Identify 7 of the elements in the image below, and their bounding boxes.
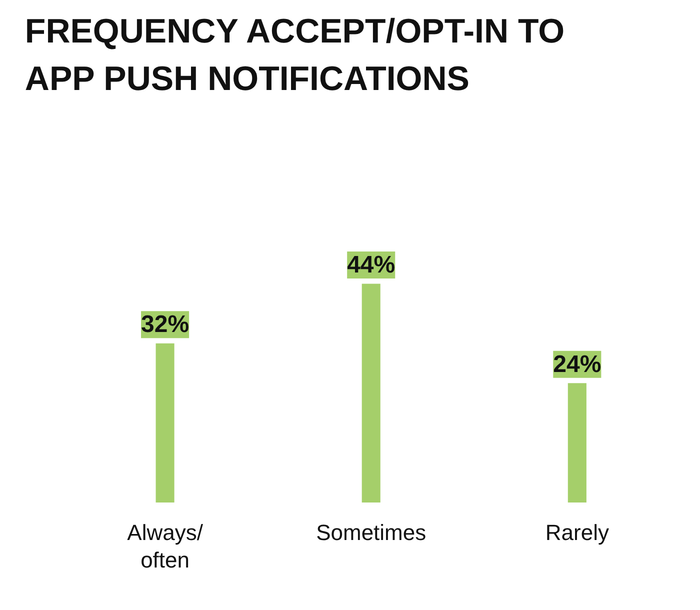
data-label: 32% — [141, 311, 190, 338]
x-tick-label: Rarely — [545, 520, 609, 545]
x-tick-label: Always/ often — [127, 520, 204, 572]
chart-title: FREQUENCY ACCEPT/OPT-IN TO APP PUSH NOTIFICATIONS — [24, 12, 565, 98]
data-label: 24% — [553, 350, 602, 378]
x-tick-label: Sometimes — [316, 520, 426, 545]
data-label: 44% — [347, 252, 396, 278]
